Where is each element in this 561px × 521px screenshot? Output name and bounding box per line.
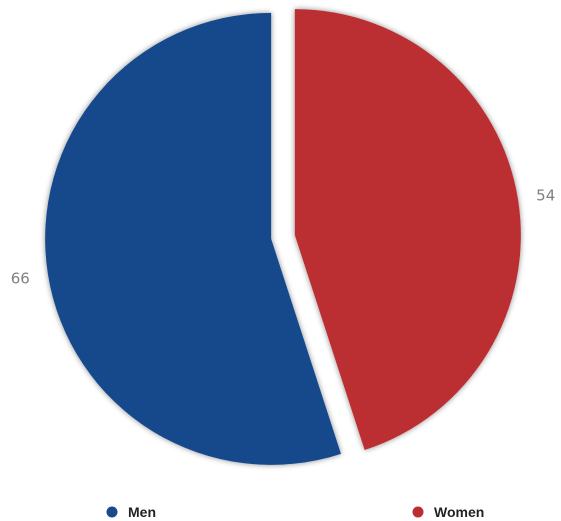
legend-item-men[interactable]: Men — [106, 504, 157, 520]
data-labels: 54 66 — [11, 186, 556, 287]
legend-marker-men — [106, 506, 118, 518]
legend-marker-women — [412, 506, 424, 518]
legend-label-women: Women — [434, 504, 484, 520]
data-label-men: 66 — [11, 270, 30, 288]
legend-item-women[interactable]: Women — [412, 504, 485, 520]
pie-slices — [45, 9, 521, 465]
legend-label-men: Men — [128, 504, 156, 520]
legend: Men Women — [106, 504, 485, 520]
pie-slice-women — [294, 9, 521, 451]
pie-slice-men — [45, 12, 341, 465]
data-label-women: 54 — [536, 186, 555, 204]
